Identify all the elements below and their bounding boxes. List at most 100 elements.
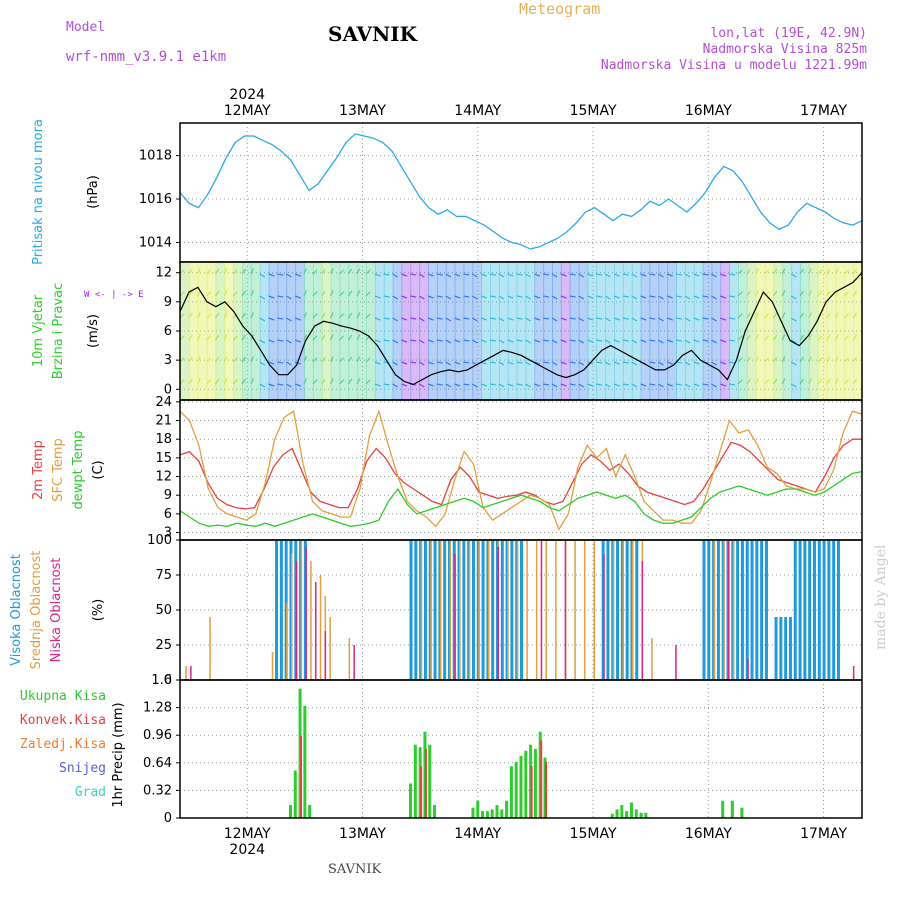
y-tick-label: 0	[164, 811, 172, 826]
wind-arrow	[729, 383, 736, 386]
wind-arrow	[312, 269, 318, 275]
wind-arrow	[843, 291, 849, 297]
wind-arrow	[781, 356, 786, 363]
wind-arrow	[534, 273, 541, 277]
wind-arrow	[294, 339, 301, 343]
wind-arrow	[764, 357, 770, 363]
wind-arrow	[737, 357, 743, 363]
y-tick-label: 0	[164, 673, 172, 688]
wind-arrow	[711, 295, 717, 300]
wind-arrow	[427, 317, 434, 321]
wind-arrow	[613, 361, 620, 365]
srednja-bar	[209, 617, 211, 680]
wind-arrow	[507, 339, 514, 343]
ukupna-bar	[495, 805, 499, 818]
wind-arrow	[657, 361, 664, 366]
visoka-label: Visoka Oblacnost	[9, 554, 24, 666]
ukupna-bar	[629, 802, 633, 818]
wind-arrow	[312, 357, 318, 363]
wind-arrow	[285, 273, 292, 278]
wind-arrow	[250, 378, 254, 385]
wind-arrow	[188, 290, 193, 297]
wind-arrow	[543, 339, 550, 342]
y-tick-label: 6	[164, 324, 172, 339]
ukupna-bar	[533, 749, 537, 818]
lonlat-text: lon,lat (19E, 42.9N)	[710, 26, 867, 41]
wind-shade	[330, 262, 341, 400]
wind-arrow	[720, 339, 727, 343]
ukupna-bar	[485, 811, 489, 818]
ukupna-bar	[490, 809, 494, 818]
wind-arrow	[454, 295, 461, 299]
wind-arrow	[729, 361, 736, 364]
wind-arrow	[232, 291, 238, 297]
srednja-bar	[526, 540, 528, 680]
ukupna-bar	[615, 809, 619, 818]
wind-arrow	[303, 378, 308, 385]
niska-bar	[314, 582, 317, 680]
srednja-bar	[271, 652, 274, 680]
wind-arrow	[826, 268, 831, 275]
wind-arrow	[525, 383, 531, 388]
ukupna-bar	[625, 811, 629, 818]
wind-arrow	[489, 273, 497, 276]
wind-shade	[348, 262, 359, 400]
konvek-bar	[545, 761, 548, 818]
wind-arrow	[702, 273, 709, 276]
wind-arrow	[578, 361, 585, 366]
wind-arrow	[666, 295, 673, 299]
wind-arrow	[711, 273, 717, 278]
wind-arrow	[347, 356, 353, 363]
wind-arrow	[578, 317, 585, 322]
wind-shade	[366, 262, 376, 400]
wind-arrow	[454, 317, 461, 321]
wind-arrow	[834, 356, 839, 363]
wind-arrow	[392, 317, 399, 322]
wind-shade	[490, 262, 500, 400]
wind-arrow	[471, 383, 478, 388]
wind-arrow	[427, 295, 434, 299]
srednja-bar	[723, 540, 725, 680]
visoka-bar	[779, 617, 783, 680]
x-tick-label-top: 14MAY	[454, 103, 501, 119]
niska-bar	[540, 540, 543, 680]
wind-arrow	[268, 361, 275, 365]
wind-arrow	[843, 313, 849, 319]
wind-arrow	[206, 357, 212, 363]
wind-arrow	[383, 383, 390, 386]
wind-arrow	[826, 378, 831, 385]
wind-arrow	[197, 356, 201, 363]
wind-arrow	[347, 334, 353, 341]
temp-2m-temp-line	[179, 438, 862, 510]
wind-arrow	[259, 295, 266, 300]
wind-arrow	[702, 317, 709, 320]
wind-arrow	[808, 290, 812, 297]
visoka-bar	[788, 617, 792, 680]
precip-legend-item: Konvek.Kisa	[20, 713, 106, 728]
wind-shade	[800, 262, 810, 400]
visoka-bar	[755, 540, 759, 680]
wind-arrow	[285, 317, 292, 322]
wind-shade	[295, 262, 305, 400]
wind-arrow	[268, 295, 275, 299]
wind-arrow	[808, 378, 812, 385]
year-label-top: 2024	[229, 87, 265, 103]
wind-arrow	[197, 268, 201, 275]
visoka-bar	[836, 540, 840, 680]
wind-shade	[720, 262, 731, 400]
wind-arrow	[268, 383, 275, 387]
wind-arrow	[640, 273, 647, 277]
wind-arrow	[613, 317, 620, 321]
wind-arrow	[817, 291, 823, 297]
wind-arrow	[622, 317, 629, 320]
wind-arrow	[410, 295, 417, 298]
ukupna-bar	[730, 800, 734, 818]
wind-arrow	[790, 295, 797, 300]
wind-arrow	[206, 313, 212, 319]
temp-dewpt-temp-line	[179, 470, 863, 527]
wind-arrow	[720, 361, 727, 365]
wind-arrow	[622, 295, 629, 298]
srednja-bar	[439, 540, 442, 680]
wind-arrow	[711, 361, 717, 366]
wind-shade	[605, 262, 615, 400]
